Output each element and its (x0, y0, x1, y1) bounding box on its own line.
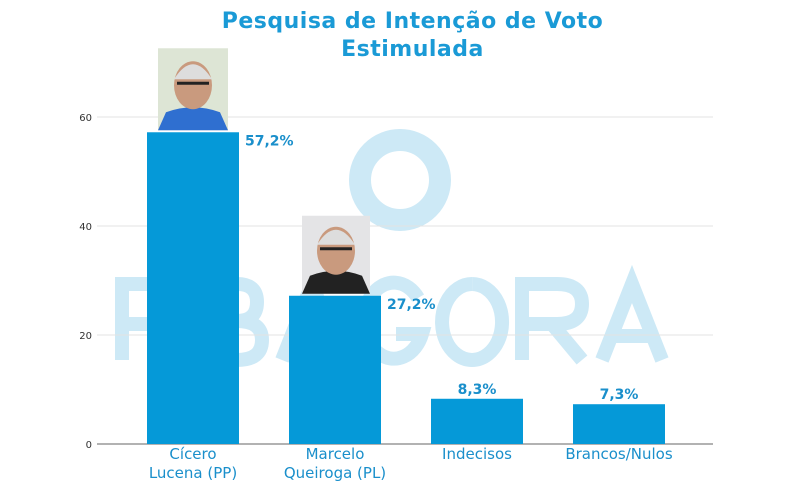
candidate-photo-marcelo-queiroga (302, 215, 370, 294)
watermark-letter (435, 277, 510, 367)
x-tick-label: Queiroga (PL) (284, 464, 386, 482)
chart-title: Pesquisa de Intenção de Voto Estimulada (0, 8, 800, 64)
y-tick-label: 40 (79, 222, 92, 233)
bar-2 (431, 398, 523, 444)
watermark-refresh-icon (349, 129, 451, 231)
chart-title-line-2: Estimulada (341, 37, 484, 62)
data-label: 8,3% (458, 382, 497, 398)
x-tick-label: Brancos/Nulos (565, 445, 673, 463)
chart-title-line-1: Pesquisa de Intenção de Voto (221, 9, 604, 34)
x-tick-label: Indecisos (442, 445, 512, 463)
y-tick-label: 60 (79, 113, 92, 124)
x-tick-label: Lucena (PP) (149, 464, 237, 482)
x-tick-label: Cícero (169, 445, 216, 463)
y-tick-label: 20 (79, 331, 92, 342)
watermark-letter (595, 264, 669, 363)
candidate-photo-cicero-lucena (158, 48, 228, 131)
watermark-letter (195, 277, 270, 367)
data-label: 7,3% (600, 387, 639, 403)
data-label: 57,2% (245, 133, 294, 149)
data-label: 27,2% (387, 297, 436, 313)
bar-3 (573, 404, 665, 444)
x-tick-label: Marcelo (306, 445, 365, 463)
bar-1 (289, 295, 381, 444)
y-tick-label: 0 (86, 440, 92, 451)
bar-0 (147, 132, 239, 444)
watermark-letter (515, 277, 590, 365)
